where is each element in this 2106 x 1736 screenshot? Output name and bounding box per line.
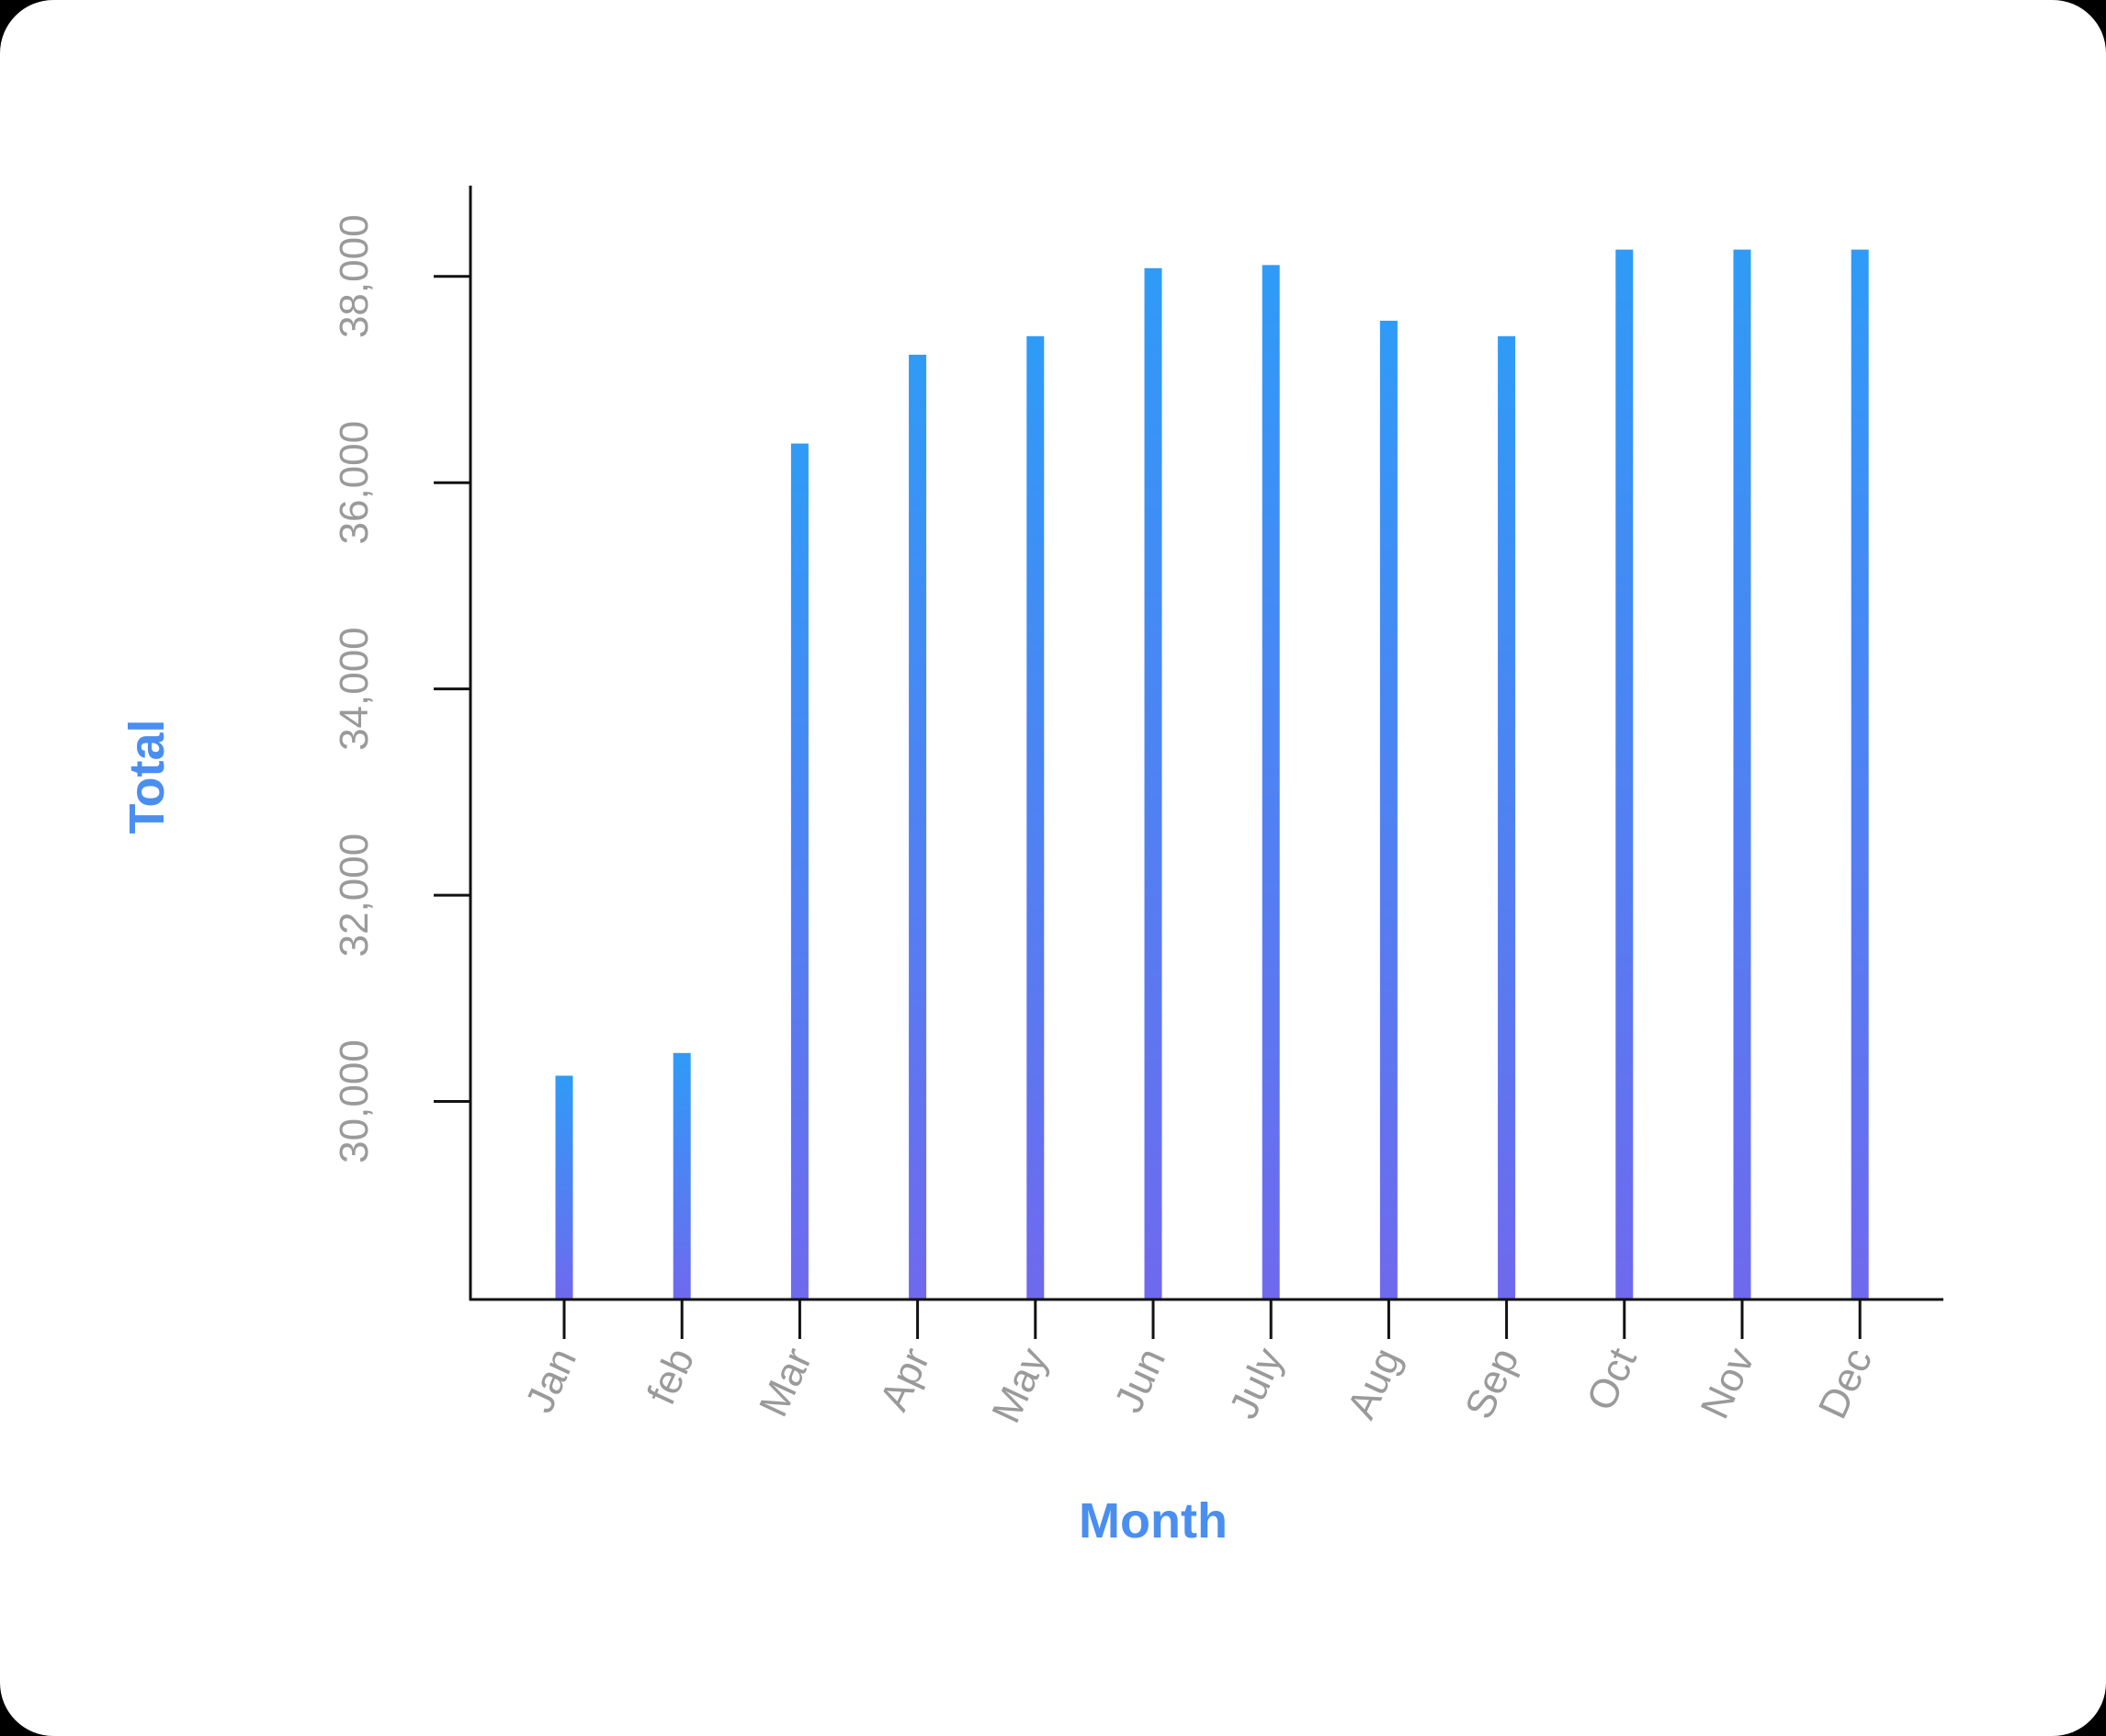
y-axis-title: Total [119, 720, 175, 834]
x-axis-ticks: Jan feb Mar Apr May Jun July Aug Sep Oct Nov Dec [517, 1299, 1881, 1430]
x-tick-label: Jun [1106, 1342, 1174, 1420]
x-tick-label: Sep [1456, 1342, 1527, 1426]
x-tick-label: Aug [1339, 1342, 1410, 1426]
x-tick-label: Nov [1693, 1342, 1763, 1426]
y-tick-label: 38,000 [332, 214, 377, 338]
bar-apr [909, 355, 927, 1299]
x-tick-label: Jan [517, 1342, 585, 1420]
bar-oct [1615, 249, 1634, 1300]
x-tick-label: Apr [871, 1342, 938, 1418]
x-tick-label: Dec [1810, 1342, 1881, 1426]
y-tick-label: 32,000 [332, 834, 377, 958]
axes [469, 186, 1943, 1301]
y-tick-label: 30,000 [332, 1039, 377, 1163]
bars [555, 249, 1869, 1300]
bar-aug [1379, 321, 1398, 1299]
x-tick-label: May [983, 1342, 1057, 1430]
x-tick-label: Mar [751, 1342, 821, 1424]
bar-sep [1498, 335, 1516, 1299]
x-axis-title: Month [1079, 1493, 1228, 1549]
bar-jan [555, 1075, 573, 1299]
bar-dec [1851, 249, 1869, 1300]
bar-nov [1733, 249, 1751, 1300]
x-tick-label: feb [639, 1342, 703, 1412]
y-tick-label: 36,000 [332, 421, 377, 545]
bar-mar [790, 443, 809, 1300]
x-tick-label: Oct [1579, 1342, 1646, 1418]
y-axis-ticks: 30,000 32,000 34,000 36,000 38,000 [332, 214, 470, 1163]
bar-feb [673, 1052, 691, 1299]
x-tick-label: July [1221, 1342, 1292, 1426]
y-tick-label: 34,000 [332, 627, 377, 751]
bar-july [1262, 265, 1280, 1299]
bar-jun [1144, 267, 1162, 1299]
bar-may [1026, 335, 1045, 1299]
